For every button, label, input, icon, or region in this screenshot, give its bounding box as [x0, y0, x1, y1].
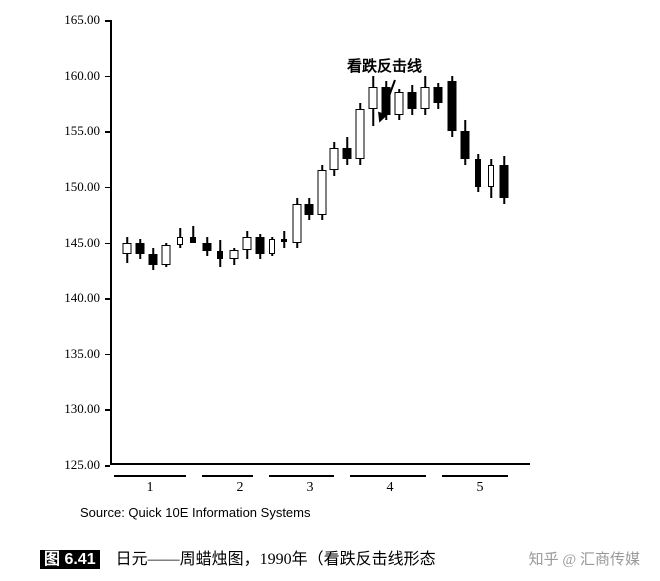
y-tick — [105, 131, 110, 133]
x-axis-label: 4 — [387, 480, 394, 496]
candle-body — [162, 245, 171, 265]
candle-body — [217, 251, 223, 259]
candle-body — [356, 109, 365, 159]
candle-body — [256, 237, 265, 254]
candle-body — [136, 243, 145, 254]
candle-body — [408, 92, 417, 109]
candle-body — [305, 204, 314, 215]
x-separator — [202, 475, 253, 477]
x-axis-label: 3 — [307, 480, 314, 496]
x-separator — [350, 475, 426, 477]
plot-area: 看跌反击线 — [110, 20, 530, 465]
candle-body — [203, 243, 212, 252]
candle-body — [149, 254, 158, 265]
annotation-arrowhead — [375, 112, 388, 125]
candle-body — [230, 250, 239, 259]
x-axis-label: 2 — [237, 480, 244, 496]
y-tick — [105, 20, 110, 22]
candle-body — [343, 148, 352, 159]
x-axis-label: 1 — [147, 480, 154, 496]
y-axis-label: 125.00 — [40, 457, 100, 473]
x-axis-label: 5 — [477, 480, 484, 496]
y-axis-label: 130.00 — [40, 401, 100, 417]
source-credit: Source: Quick 10E Information Systems — [80, 505, 310, 520]
y-axis-label: 165.00 — [40, 12, 100, 28]
candle-body — [177, 237, 183, 245]
candlestick-figure: 看跌反击线 Source: Quick 10E Information Syst… — [40, 10, 600, 565]
y-tick — [105, 298, 110, 300]
candle-body — [123, 243, 132, 254]
candle-body — [461, 131, 470, 159]
x-separator — [269, 475, 334, 477]
candle-body — [475, 159, 481, 187]
x-separator — [114, 475, 186, 477]
y-tick — [105, 76, 110, 78]
figure-number: 图 6.41 — [40, 550, 100, 569]
figure-caption: 图 6.41 日元——周蜡烛图，1990年（看跌反击线形态 — [40, 545, 436, 569]
candle-body — [269, 239, 275, 253]
candle-body — [318, 170, 327, 215]
y-axis-label: 160.00 — [40, 68, 100, 84]
candle-body — [434, 87, 443, 104]
figure-title: 日元——周蜡烛图，1990年（看跌反击线形态 — [116, 551, 436, 568]
annotation-label: 看跌反击线 — [347, 55, 422, 76]
y-tick — [105, 354, 110, 356]
y-axis-label: 150.00 — [40, 179, 100, 195]
candle-body — [448, 81, 457, 131]
y-tick — [105, 465, 110, 467]
candle-body — [488, 165, 494, 187]
candle-body — [190, 237, 196, 243]
candle-body — [293, 204, 302, 243]
y-axis-label: 140.00 — [40, 290, 100, 306]
candle-body — [369, 87, 378, 109]
candle-body — [243, 237, 252, 250]
y-tick — [105, 243, 110, 245]
y-tick — [105, 187, 110, 189]
x-separator — [442, 475, 508, 477]
y-axis-label: 145.00 — [40, 235, 100, 251]
y-axis-label: 155.00 — [40, 123, 100, 139]
y-axis-label: 135.00 — [40, 346, 100, 362]
candle-body — [330, 148, 339, 170]
candle-body — [395, 92, 404, 114]
candle-body — [421, 87, 430, 109]
candle-body — [281, 239, 287, 242]
candle-body — [500, 165, 509, 198]
y-tick — [105, 409, 110, 411]
watermark-text: 知乎 @ 汇商传媒 — [529, 548, 640, 569]
